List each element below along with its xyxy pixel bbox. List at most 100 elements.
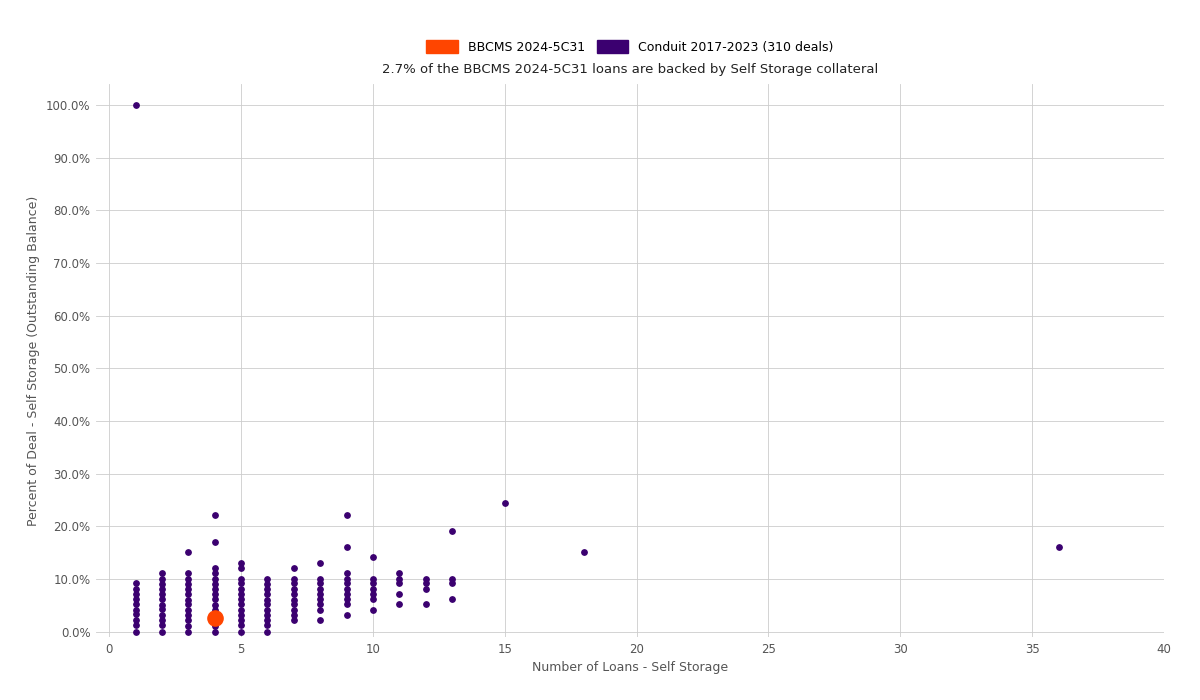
- Point: [284, 562, 304, 573]
- Point: [337, 589, 356, 600]
- Point: [311, 578, 330, 589]
- Point: [152, 578, 172, 589]
- Point: [152, 610, 172, 621]
- Point: [179, 605, 198, 616]
- Point: [390, 573, 409, 584]
- Point: [126, 604, 145, 615]
- Point: [364, 573, 383, 584]
- Y-axis label: Percent of Deal - Self Storage (Outstanding Balance): Percent of Deal - Self Storage (Outstand…: [28, 195, 41, 526]
- Point: [179, 598, 198, 610]
- Point: [179, 610, 198, 621]
- Point: [416, 583, 436, 594]
- Point: [311, 615, 330, 626]
- Point: [232, 626, 251, 637]
- Point: [205, 578, 224, 589]
- Point: [152, 603, 172, 615]
- Point: [443, 578, 462, 589]
- Point: [443, 594, 462, 605]
- Point: [205, 573, 224, 584]
- Point: [205, 568, 224, 579]
- Point: [337, 583, 356, 594]
- Point: [232, 620, 251, 631]
- Point: [284, 583, 304, 594]
- Point: [232, 583, 251, 594]
- Point: [284, 610, 304, 621]
- Point: [390, 598, 409, 610]
- Point: [179, 615, 198, 626]
- Point: [126, 578, 145, 589]
- Point: [443, 573, 462, 584]
- Point: [390, 568, 409, 579]
- Point: [258, 604, 277, 615]
- Point: [284, 598, 304, 610]
- Point: [258, 615, 277, 626]
- Point: [126, 615, 145, 626]
- Point: [205, 599, 224, 610]
- Point: [205, 609, 224, 620]
- Point: [232, 557, 251, 568]
- Point: [205, 509, 224, 520]
- Point: [258, 598, 277, 610]
- Point: [258, 583, 277, 594]
- Point: [126, 598, 145, 610]
- Point: [205, 589, 224, 600]
- Point: [126, 583, 145, 594]
- Point: [232, 598, 251, 610]
- Point: [205, 594, 224, 605]
- Point: [152, 615, 172, 626]
- Point: [416, 598, 436, 610]
- Point: [232, 578, 251, 589]
- Point: [232, 615, 251, 626]
- Title: 2.7% of the BBCMS 2024-5C31 loans are backed by Self Storage collateral: 2.7% of the BBCMS 2024-5C31 loans are ba…: [382, 63, 878, 76]
- Point: [152, 583, 172, 594]
- Point: [205, 562, 224, 573]
- Point: [205, 615, 224, 626]
- Point: [337, 578, 356, 589]
- Point: [364, 605, 383, 616]
- Point: [126, 588, 145, 599]
- Point: [126, 99, 145, 111]
- Point: [284, 573, 304, 584]
- Point: [152, 594, 172, 605]
- Point: [337, 509, 356, 520]
- Point: [390, 578, 409, 589]
- Point: [232, 610, 251, 621]
- Point: [179, 626, 198, 637]
- Point: [232, 604, 251, 615]
- Point: [496, 497, 515, 508]
- Point: [152, 599, 172, 610]
- Point: [284, 604, 304, 615]
- Point: [205, 605, 224, 616]
- Point: [1049, 541, 1068, 552]
- Point: [179, 568, 198, 579]
- Point: [205, 620, 224, 631]
- Point: [126, 626, 145, 637]
- Point: [126, 593, 145, 604]
- Point: [390, 588, 409, 599]
- Point: [258, 626, 277, 637]
- Point: [337, 541, 356, 552]
- Point: [205, 612, 224, 623]
- Point: [205, 626, 224, 637]
- X-axis label: Number of Loans - Self Storage: Number of Loans - Self Storage: [532, 661, 728, 674]
- Point: [232, 562, 251, 573]
- Point: [284, 594, 304, 606]
- Point: [179, 594, 198, 606]
- Point: [152, 573, 172, 584]
- Point: [179, 620, 198, 631]
- Point: [311, 583, 330, 594]
- Point: [179, 583, 198, 594]
- Legend: BBCMS 2024-5C31, Conduit 2017-2023 (310 deals): BBCMS 2024-5C31, Conduit 2017-2023 (310 …: [421, 35, 839, 59]
- Point: [126, 620, 145, 631]
- Point: [311, 573, 330, 584]
- Point: [284, 615, 304, 626]
- Point: [364, 594, 383, 605]
- Point: [311, 589, 330, 600]
- Point: [284, 578, 304, 589]
- Point: [284, 589, 304, 600]
- Point: [258, 589, 277, 600]
- Point: [364, 588, 383, 599]
- Point: [311, 598, 330, 610]
- Point: [364, 578, 383, 589]
- Point: [337, 610, 356, 621]
